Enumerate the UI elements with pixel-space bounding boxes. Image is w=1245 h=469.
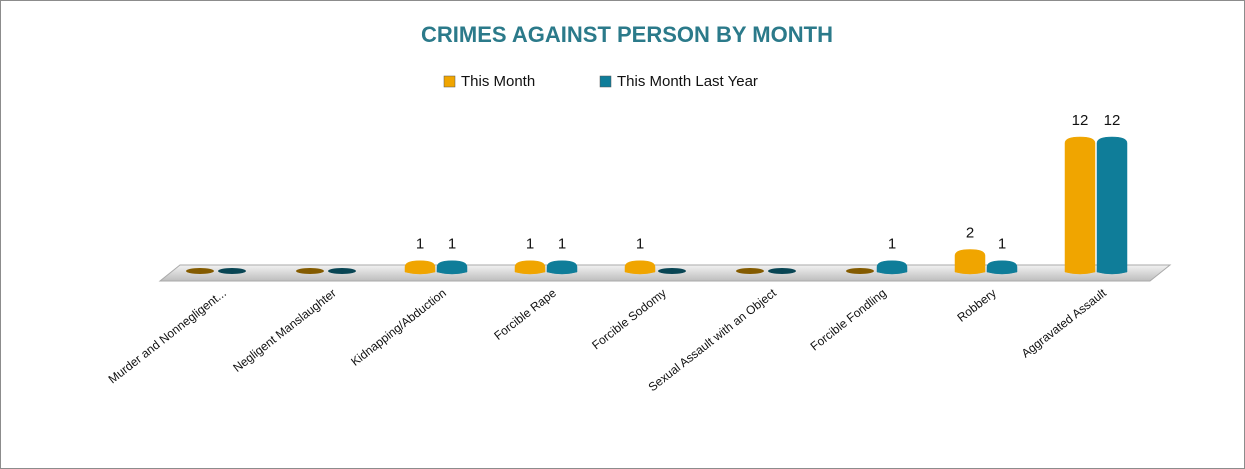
legend-label: This Month Last Year bbox=[617, 73, 758, 90]
bar bbox=[846, 268, 874, 274]
bar bbox=[986, 260, 1018, 275]
bar bbox=[328, 268, 356, 274]
bar bbox=[218, 268, 246, 274]
data-label: 2 bbox=[966, 224, 974, 241]
bar bbox=[736, 268, 764, 274]
bar bbox=[404, 260, 436, 275]
legend-swatch bbox=[443, 75, 456, 88]
bar bbox=[296, 268, 324, 274]
data-label: 1 bbox=[416, 236, 424, 253]
bar bbox=[1096, 136, 1128, 275]
data-label: 12 bbox=[1072, 112, 1089, 129]
data-label: 12 bbox=[1104, 112, 1121, 129]
bar bbox=[768, 268, 796, 274]
bar bbox=[514, 260, 546, 275]
legend-label: This Month bbox=[461, 73, 535, 90]
legend-swatch bbox=[599, 75, 612, 88]
data-label: 1 bbox=[636, 236, 644, 253]
legend: This Month This Month Last Year bbox=[443, 73, 758, 90]
data-label: 1 bbox=[888, 236, 896, 253]
bar bbox=[658, 268, 686, 274]
data-label: 1 bbox=[526, 236, 534, 253]
bar bbox=[876, 260, 908, 275]
data-label: 1 bbox=[998, 236, 1006, 253]
bar bbox=[954, 249, 986, 275]
bar bbox=[624, 260, 656, 275]
data-label: 1 bbox=[448, 236, 456, 253]
bar bbox=[436, 260, 468, 275]
data-label: 1 bbox=[558, 236, 566, 253]
bar bbox=[546, 260, 578, 275]
bar bbox=[186, 268, 214, 274]
bar bbox=[1064, 136, 1096, 275]
chart-title: CRIMES AGAINST PERSON BY MONTH bbox=[421, 22, 833, 47]
